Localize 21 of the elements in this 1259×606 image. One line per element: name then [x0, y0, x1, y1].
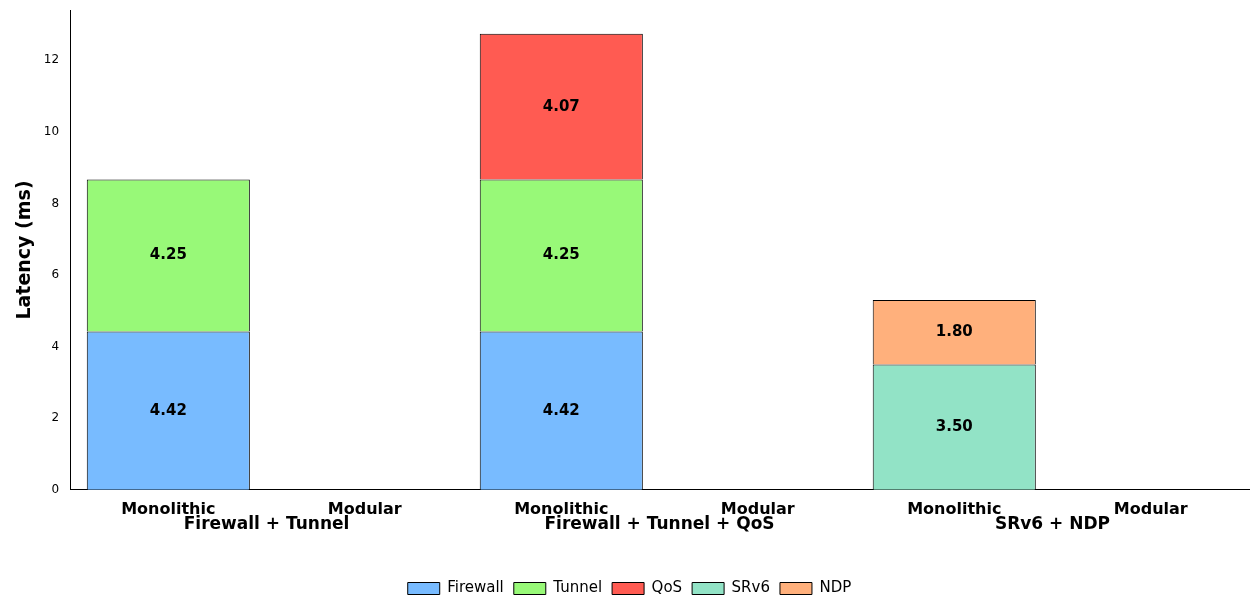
y-tick-label: 2 [51, 410, 60, 425]
legend-label: Tunnel [552, 578, 603, 597]
data-label: 3.50 [935, 417, 973, 436]
data-label: 4.07 [542, 96, 580, 115]
y-tick-label: 6 [51, 267, 60, 282]
data-label: 4.25 [542, 245, 580, 264]
y-tick-label: 0 [51, 481, 60, 496]
legend-label: QoS [651, 578, 683, 597]
data-label: 4.42 [149, 400, 187, 419]
data-label: 4.42 [542, 400, 580, 419]
y-tick-label: 12 [43, 52, 60, 67]
y-tick-label: 4 [51, 338, 60, 353]
x-tick-label: Modular [1113, 498, 1188, 518]
data-label: 1.80 [935, 322, 973, 341]
legend-label: NDP [819, 578, 852, 597]
legend-label: SRv6 [731, 578, 770, 597]
y-tick-label: 10 [43, 124, 60, 139]
y-axis-title: Latency (ms) [12, 180, 35, 320]
data-label: 4.25 [149, 245, 187, 264]
y-tick-label: 8 [51, 195, 60, 210]
legend-label: Firewall [447, 578, 504, 597]
